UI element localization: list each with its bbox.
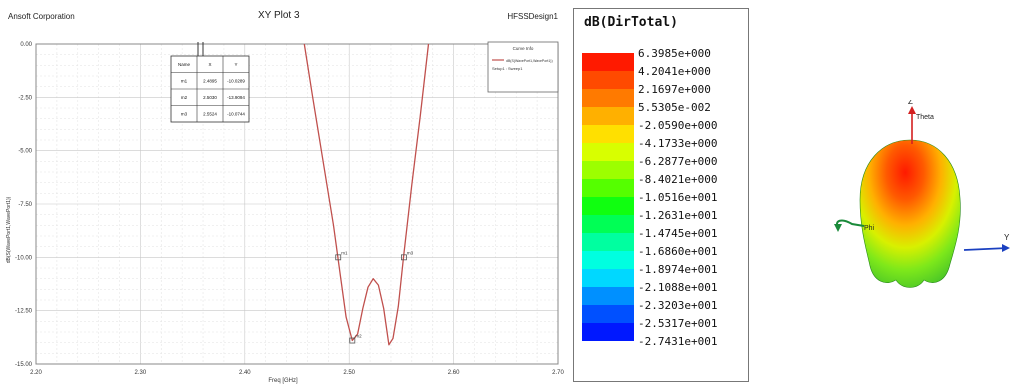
y-axis-label: dB(S(WavePort1,WavePort1)) (6, 196, 12, 263)
color-scale-value: -1.8974e+001 (638, 263, 718, 276)
z-axis-arrowhead (908, 106, 916, 114)
marker-m3 (401, 254, 407, 261)
plot-title: XY Plot 3 (258, 10, 300, 21)
plot-frame (35, 43, 559, 365)
color-swatch (582, 179, 634, 197)
color-scale-value: -1.6860e+001 (638, 245, 718, 258)
marker-table-header: Y (234, 62, 237, 67)
z-axis-label: Z (908, 100, 913, 106)
color-scale-value: 5.5305e-002 (638, 101, 711, 114)
color-swatch (582, 89, 634, 107)
color-swatch (582, 215, 634, 233)
y-tick-label: 0.00 (20, 42, 32, 48)
color-scale-value: -2.1088e+001 (638, 281, 718, 294)
y-tick-label: -10.00 (15, 255, 33, 261)
marker-table-header: Name (178, 62, 191, 67)
radiation-lobe (859, 139, 961, 288)
y-tick-label: -12.50 (15, 309, 33, 315)
color-swatch (582, 53, 634, 71)
color-swatch (582, 323, 634, 341)
color-scale-swatches (582, 53, 634, 341)
marker-layer: m1 m2 m3 (335, 250, 414, 344)
x-axis-label: Freq [GHz] (268, 378, 298, 384)
x-tick-label: 2.20 (30, 370, 42, 376)
color-scale-value: -1.0516e+001 (638, 191, 718, 204)
color-swatch (582, 71, 634, 89)
x-tick-label: 2.40 (239, 370, 251, 376)
phi-arrowhead (834, 224, 842, 232)
y-tick-label: -5.00 (18, 149, 32, 155)
marker-table-cell: 2.5030 (203, 95, 217, 100)
plot-grid (35, 43, 559, 365)
color-swatch (582, 161, 634, 179)
marker-table-header: X (208, 62, 211, 67)
color-scale-value: 4.2041e+000 (638, 65, 711, 78)
color-legend-title: dB(DirTotal) (584, 15, 678, 30)
y-axis-arrowhead (1002, 244, 1010, 252)
curve-legend-setup: Setup1 : Sweep1 (492, 66, 523, 71)
marker-table-cell: -10.0744 (227, 111, 245, 116)
color-swatch (582, 125, 634, 143)
x-tick-label: 2.50 (343, 370, 355, 376)
color-scale-legend: dB(DirTotal) 6.3985e+000 4.2041e+000 2.169… (573, 8, 749, 382)
y-axis (963, 247, 1009, 251)
color-swatch (582, 305, 634, 323)
color-scale-value: -2.0590e+000 (638, 119, 718, 132)
marker-m2 (349, 337, 356, 344)
series-line-s11 (303, 43, 430, 346)
color-scale-value: -2.7431e+001 (638, 335, 718, 348)
x-tick-label: 2.70 (552, 370, 564, 376)
x-tick-label: 2.30 (135, 370, 147, 376)
marker-table-cell: m2 (181, 95, 188, 100)
design-name-label: HFSSDesign1 (507, 12, 558, 21)
marker-table-cell: m3 (181, 111, 188, 116)
color-scale-value: 6.3985e+000 (638, 47, 711, 60)
radiation-pattern-3d: Z Theta Y Phi (834, 100, 1010, 288)
color-scale-value: -1.4745e+001 (638, 227, 718, 240)
curve-legend: Curve Info dB(S(WavePort1,WavePort1)) Se… (487, 41, 559, 93)
color-swatch (582, 233, 634, 251)
color-scale-value: -4.1733e+000 (638, 137, 718, 150)
company-label: Ansoft Corporation (8, 12, 75, 21)
color-swatch (582, 251, 634, 269)
marker-label: m3 (407, 250, 414, 255)
color-scale-value: -1.2631e+001 (638, 209, 718, 222)
tick-labels: 2.20 2.30 2.40 2.50 2.60 2.70 0.00 -2.50 -5.00 -7… (15, 42, 565, 376)
color-swatch (582, 287, 634, 305)
y-tick-label: -15.00 (15, 362, 33, 368)
series-layer (303, 43, 430, 346)
y-tick-label: -2.50 (18, 95, 32, 101)
marker-table-cell: m1 (181, 78, 188, 83)
color-swatch (582, 107, 634, 125)
curve-legend-series: dB(S(WavePort1,WavePort1)) (506, 59, 553, 63)
marker-table-cell: 2.5524 (203, 111, 217, 116)
color-scale-value: 2.1697e+000 (638, 83, 711, 96)
color-swatch (582, 143, 634, 161)
color-scale-value: -2.3203e+001 (638, 299, 718, 312)
color-scale-value: -8.4021e+000 (638, 173, 718, 186)
theta-label: Theta (916, 114, 934, 121)
y-tick-label: -7.50 (18, 202, 32, 208)
color-swatch (582, 269, 634, 287)
marker-label: m1 (341, 250, 348, 255)
marker-label: m2 (355, 334, 362, 339)
marker-table-cell: -10.0289 (227, 78, 245, 83)
curve-legend-header: Curve Info (513, 46, 534, 51)
color-swatch (582, 197, 634, 215)
phi-label: Phi (864, 225, 875, 232)
color-scale-values: 6.3985e+000 4.2041e+000 2.1697e+000 5.5305e… (638, 45, 717, 351)
x-tick-label: 2.60 (448, 370, 460, 376)
color-scale-value: -2.5317e+001 (638, 317, 718, 330)
marker-table: Name X Ym1 2.4895 -10.0289 m2 2.5030 -13.9094 m3… (170, 42, 250, 123)
y-axis-label-3d: Y (1004, 233, 1010, 242)
color-scale-value: -6.2877e+000 (638, 155, 718, 168)
marker-m1 (335, 254, 342, 261)
marker-table-cell: -13.9094 (227, 95, 245, 100)
marker-table-cell: 2.4895 (203, 78, 217, 83)
xy-plot-panel: Ansoft Corporation XY Plot 3 HFSSDesign1… (6, 10, 565, 384)
xy-plot-chart: 2.20 2.30 2.40 2.50 2.60 2.70 0.00 -2.50 -5.00 -7… (6, 41, 565, 384)
